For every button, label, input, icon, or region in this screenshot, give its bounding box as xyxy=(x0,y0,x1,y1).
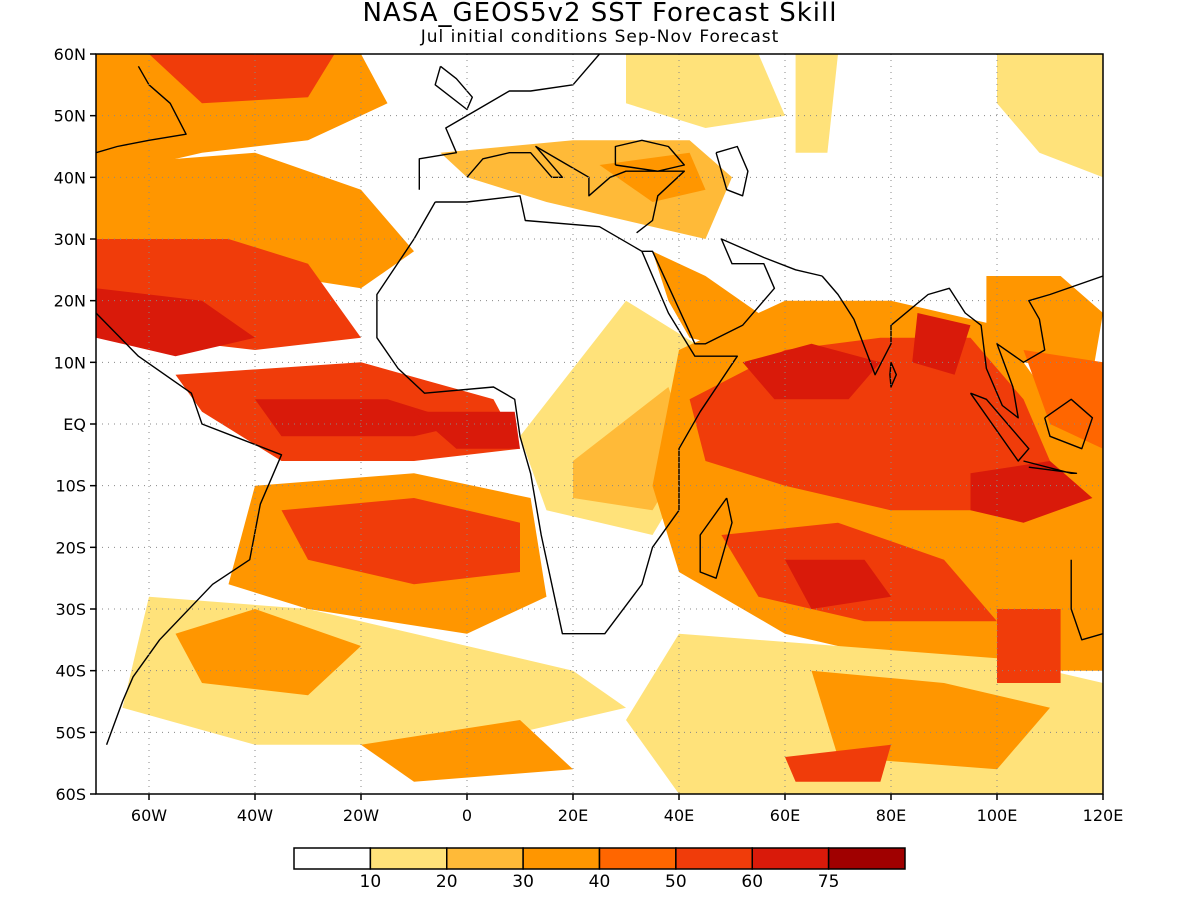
colorbar-swatch xyxy=(598,847,677,870)
lat-tick-label: 40N xyxy=(54,168,86,187)
lat-tick-label: 20S xyxy=(55,538,86,557)
lat-axis: 60N 50N 40N 30N 20N 10N EQ 10S 20S 30S 40S 50S 60S xyxy=(54,45,96,804)
lon-tick-label: 80E xyxy=(876,806,906,825)
map-title: NASA_GEOS5v2 SST Forecast Skill xyxy=(362,0,838,28)
lat-tick-label: EQ xyxy=(63,415,86,434)
colorbar-swatch xyxy=(522,847,601,870)
colorbar-swatch xyxy=(293,847,372,870)
lat-tick-label: 30S xyxy=(55,600,86,619)
lon-tick-label: 60E xyxy=(770,806,800,825)
colorbar-label: 60 xyxy=(741,872,763,892)
lon-tick-label: 20E xyxy=(558,806,588,825)
colorbar: 10 20 30 40 50 60 75 xyxy=(293,847,906,892)
colorbar-label: 20 xyxy=(436,872,458,892)
colorbar-swatch xyxy=(675,847,753,870)
lat-tick-label: 10N xyxy=(54,353,86,372)
lon-tick-label: 100E xyxy=(977,806,1018,825)
lat-tick-label: 40S xyxy=(55,662,86,681)
lon-tick-label: 60W xyxy=(131,806,167,825)
lon-axis: 60W 40W 20W 0 20E 40E 60E 80E 100E 120E xyxy=(131,794,1123,825)
lat-tick-label: 20N xyxy=(54,292,86,311)
lat-tick-label: 30N xyxy=(54,230,86,249)
colorbar-label: 75 xyxy=(818,872,840,892)
colorbar-label: 40 xyxy=(589,872,611,892)
lon-tick-label: 40W xyxy=(237,806,273,825)
lat-tick-label: 50S xyxy=(55,723,86,742)
map-subtitle: Jul initial conditions Sep-Nov Forecast xyxy=(420,27,780,47)
colorbar-swatch xyxy=(369,847,448,870)
colorbar-label: 30 xyxy=(512,872,534,892)
colorbar-swatch xyxy=(751,847,830,870)
colorbar-swatch xyxy=(827,847,906,870)
lat-tick-label: 10S xyxy=(55,477,86,496)
colorbar-label: 50 xyxy=(665,872,687,892)
lon-tick-label: 40E xyxy=(664,806,694,825)
lat-tick-label: 60N xyxy=(54,45,86,64)
lon-tick-label: 120E xyxy=(1083,806,1124,825)
colorbar-label: 10 xyxy=(360,872,382,892)
lat-tick-label: 60S xyxy=(55,785,86,804)
skill-shading xyxy=(96,54,1103,794)
lat-tick-label: 50N xyxy=(54,107,86,126)
lon-tick-label: 0 xyxy=(462,806,472,825)
lon-tick-label: 20W xyxy=(343,806,379,825)
colorbar-swatch xyxy=(446,847,524,870)
